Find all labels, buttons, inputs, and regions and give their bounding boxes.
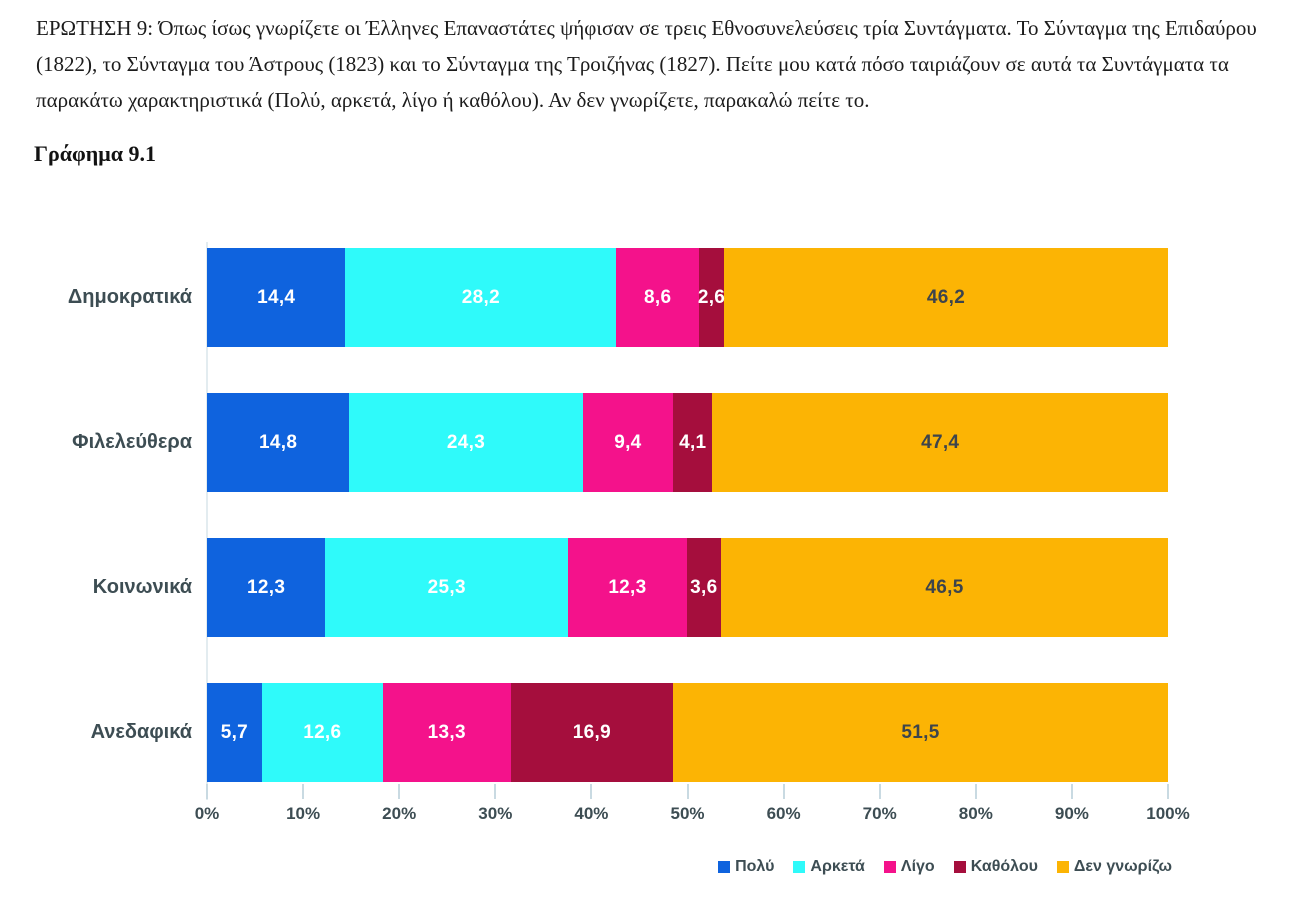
x-axis-tick	[398, 784, 401, 799]
x-axis-tick-label: 10%	[286, 804, 321, 823]
bar-segment: 8,6	[616, 248, 700, 347]
bar-value-label: 47,4	[921, 431, 960, 453]
category-label: Φιλελεύθερα	[72, 431, 192, 453]
bar-value-label: 14,4	[257, 286, 296, 308]
legend-label: Πολύ	[735, 858, 775, 875]
legend-swatch-icon	[793, 861, 806, 873]
bar-segment: 12,3	[207, 538, 326, 637]
bar-value-label: 16,9	[572, 721, 611, 743]
bar-segment: 46,5	[721, 538, 1168, 637]
question-text: ΕΡΩΤΗΣΗ 9: Όπως ίσως γνωρίζετε οι Έλληνε…	[36, 16, 1257, 112]
bar-row: 12,3 25,3 12,3 3,6 46,5	[207, 538, 1168, 637]
legend-item: Δεν γνωρίζω	[1056, 858, 1172, 876]
bar-value-label: 46,2	[926, 286, 966, 308]
bar-value-label: 4,1	[679, 431, 707, 453]
bar-row: 5,7 12,6 13,3 16,9 51,5	[207, 683, 1168, 782]
bar-segment: 14,4	[207, 248, 346, 347]
x-axis-tick	[878, 784, 881, 799]
bar-segment: 16,9	[510, 683, 674, 782]
x-axis-tick	[782, 784, 785, 799]
y-axis-line	[206, 242, 208, 800]
bar-value-label: 28,2	[461, 286, 500, 308]
bar-value-label: 25,3	[427, 576, 466, 598]
x-axis-tick-label: 80%	[958, 804, 993, 823]
bar-segment: 25,3	[325, 538, 569, 637]
x-axis-tick-label: 40%	[574, 804, 609, 823]
legend-item: Λίγο	[883, 858, 935, 876]
bar-row: 14,4 28,2 8,6 2,6 46,2	[207, 248, 1168, 347]
bar-value-label: 51,5	[901, 721, 940, 743]
legend-item: Αρκετά	[793, 858, 865, 876]
legend-label: Αρκετά	[810, 858, 865, 875]
bar-segment: 9,4	[582, 393, 674, 492]
legend-label: Καθόλου	[970, 858, 1038, 875]
x-axis-tick	[590, 784, 593, 799]
bar-value-label: 8,6	[644, 286, 672, 308]
bar-value-label: 14,8	[259, 431, 298, 453]
x-axis-tick	[686, 784, 689, 799]
x-axis-tick	[206, 784, 208, 799]
x-axis-tick-label: 90%	[1054, 804, 1089, 823]
bar-value-label: 12,6	[303, 721, 342, 743]
legend-label: Λίγο	[900, 858, 935, 875]
bar-value-label: 5,7	[220, 721, 249, 743]
legend-swatch-icon	[718, 861, 731, 873]
bar-segment: 12,3	[568, 538, 687, 637]
legend-item: Πολύ	[718, 858, 774, 876]
chart-legend: Πολύ Αρκετά Λίγο Καθόλου Δεν γνωρίζω	[718, 858, 1172, 876]
x-axis-tick	[494, 784, 497, 799]
bar-segment: 51,5	[673, 683, 1168, 782]
legend-swatch-icon	[883, 861, 896, 873]
legend-swatch-icon	[953, 861, 966, 873]
x-axis-tick-label: 50%	[670, 804, 705, 823]
x-axis-tick-label: 60%	[766, 804, 801, 823]
bar-segment: 46,2	[724, 248, 1168, 347]
bar-segment: 24,3	[349, 393, 583, 492]
category-label: Δημοκρατικά	[67, 286, 192, 308]
bar-segment: 5,7	[207, 683, 262, 782]
bar-value-label: 9,4	[614, 431, 642, 453]
legend-swatch-icon	[1056, 861, 1069, 873]
bar-segment: 28,2	[345, 248, 617, 347]
bar-segment: 12,6	[261, 683, 383, 782]
bar-segment: 4,1	[673, 393, 713, 492]
x-axis-tick	[1070, 784, 1073, 799]
bar-value-label: 12,3	[247, 576, 286, 598]
bar-value-label: 24,3	[446, 431, 486, 453]
x-axis-tick-label: 30%	[478, 804, 513, 823]
x-axis-tick	[1167, 784, 1169, 799]
bar-segment: 13,3	[382, 683, 511, 782]
plot-area: 14,4 28,2 8,6 2,6 46,2 14,8 24,3 9,4 4,1 47,4 12,3…	[195, 248, 1190, 823]
bar-segment: 14,8	[207, 393, 350, 492]
bar-value-label: 2,6	[697, 286, 726, 308]
x-axis-tick	[974, 784, 977, 799]
x-axis-tick-label: 70%	[862, 804, 897, 823]
bar-row: 14,8 24,3 9,4 4,1 47,4	[207, 393, 1168, 492]
legend-item: Καθόλου	[953, 858, 1038, 876]
x-axis-tick-label: 20%	[382, 804, 417, 823]
category-label: Ανεδαφικά	[90, 721, 192, 743]
legend-label: Δεν γνωρίζω	[1073, 858, 1172, 875]
x-axis-tick-label: 100%	[1146, 804, 1190, 823]
x-axis-tick	[302, 784, 305, 799]
figure-label: Γράφημα 9.1	[34, 141, 157, 166]
bar-value-label: 3,6	[690, 576, 718, 598]
bar-value-label: 12,3	[608, 576, 647, 598]
bar-value-label: 46,5	[925, 576, 964, 598]
bar-segment: 2,6	[697, 248, 726, 347]
category-label: Κοινωνικά	[92, 576, 192, 598]
x-axis-tick-label: 0%	[194, 804, 220, 823]
bar-value-label: 13,3	[427, 721, 466, 743]
bar-segment: 3,6	[686, 538, 722, 637]
bar-segment: 47,4	[712, 393, 1168, 492]
